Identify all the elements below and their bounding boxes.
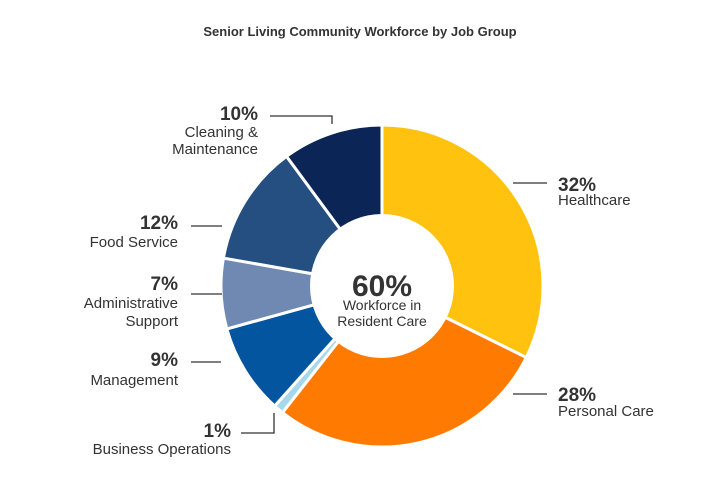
percent-label-cleaning-maintenance: 10% bbox=[220, 104, 258, 125]
category-label-healthcare: Healthcare bbox=[558, 192, 631, 209]
leader-line-cleaning-maintenance bbox=[270, 115, 333, 124]
percent-label-management: 9% bbox=[151, 350, 179, 371]
center-label-line-1: Workforce in bbox=[343, 297, 421, 313]
category-label-food-service: Food Service bbox=[90, 234, 178, 251]
chart-title: Senior Living Community Workforce by Job… bbox=[203, 24, 516, 39]
percent-label-healthcare: 32% bbox=[558, 175, 596, 196]
slice-personal-care bbox=[280, 284, 528, 449]
category-label-administrative-support: Administrative bbox=[84, 295, 178, 312]
center-label-line-2: Resident Care bbox=[337, 313, 427, 329]
center-hole bbox=[310, 214, 454, 358]
category-label-cleaning-maintenance: Cleaning & bbox=[185, 124, 258, 141]
leader-line-business-operations bbox=[241, 413, 275, 434]
slice-labels: 32%Healthcare 28%Personal Care 1%Business … bbox=[84, 104, 654, 458]
category-label-administrative-support: Support bbox=[125, 313, 178, 330]
category-label-business-operations: Business Operations bbox=[93, 441, 231, 458]
center-percentage: 60% bbox=[352, 270, 412, 303]
percent-label-food-service: 12% bbox=[140, 213, 178, 234]
percent-label-administrative-support: 7% bbox=[151, 274, 179, 295]
category-label-cleaning-maintenance: Maintenance bbox=[172, 141, 258, 158]
percent-label-business-operations: 1% bbox=[204, 421, 232, 442]
category-label-management: Management bbox=[90, 372, 178, 389]
category-label-personal-care: Personal Care bbox=[558, 403, 654, 420]
percent-label-personal-care: 28% bbox=[558, 385, 596, 406]
